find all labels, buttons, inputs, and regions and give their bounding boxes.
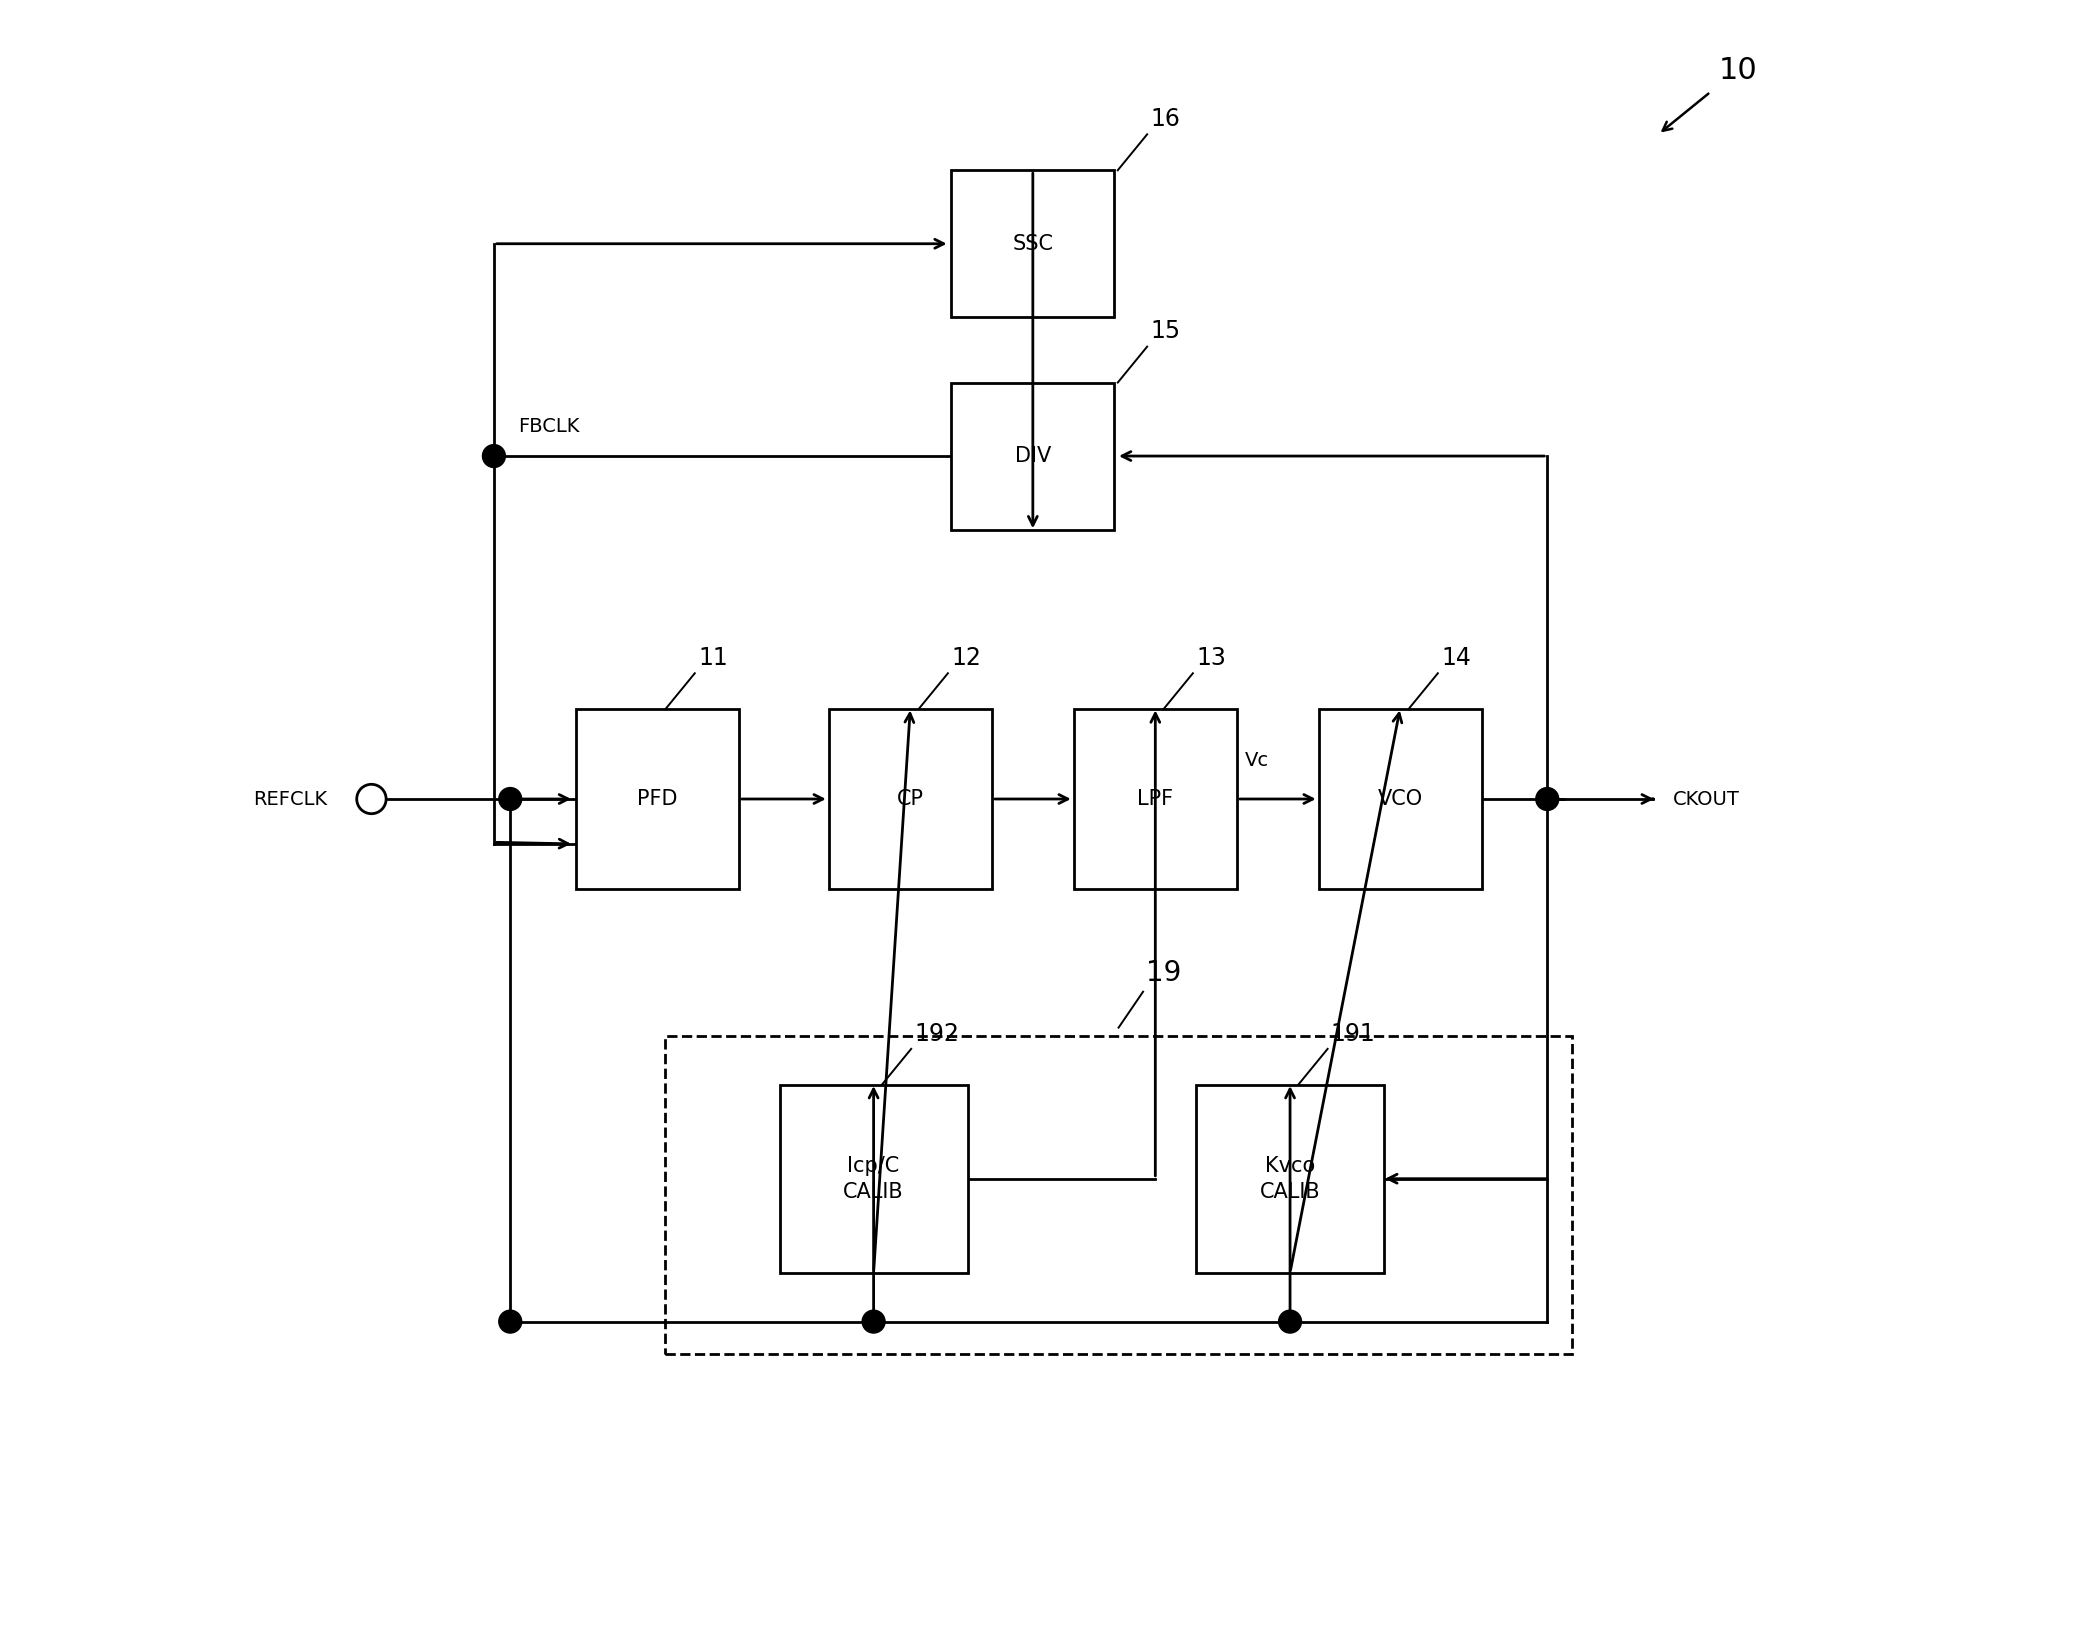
Circle shape bbox=[1278, 1309, 1301, 1332]
Bar bbox=[1074, 710, 1237, 889]
Text: Vc: Vc bbox=[1245, 751, 1270, 769]
Text: PFD: PFD bbox=[637, 789, 677, 809]
Circle shape bbox=[500, 787, 523, 810]
Circle shape bbox=[1537, 787, 1559, 810]
Text: 14: 14 bbox=[1441, 646, 1472, 670]
Text: FBCLK: FBCLK bbox=[518, 417, 579, 436]
Bar bbox=[951, 382, 1114, 530]
Bar bbox=[1197, 1085, 1385, 1273]
Text: Kvco
CALIB: Kvco CALIB bbox=[1260, 1156, 1320, 1202]
Text: 16: 16 bbox=[1151, 107, 1180, 132]
Bar bbox=[779, 1085, 968, 1273]
Text: 12: 12 bbox=[951, 646, 981, 670]
Bar bbox=[1318, 710, 1482, 889]
Text: Icp/C
CALIB: Icp/C CALIB bbox=[843, 1156, 904, 1202]
Text: CP: CP bbox=[897, 789, 924, 809]
Text: 19: 19 bbox=[1147, 959, 1183, 987]
Circle shape bbox=[483, 445, 506, 468]
Circle shape bbox=[862, 1309, 885, 1332]
Bar bbox=[829, 710, 991, 889]
Circle shape bbox=[500, 1309, 523, 1332]
Text: 192: 192 bbox=[914, 1021, 960, 1046]
Bar bbox=[575, 710, 739, 889]
Text: SSC: SSC bbox=[1012, 234, 1053, 254]
Text: DIV: DIV bbox=[1014, 446, 1051, 466]
Text: VCO: VCO bbox=[1378, 789, 1422, 809]
Text: 15: 15 bbox=[1151, 320, 1180, 343]
Text: 13: 13 bbox=[1197, 646, 1226, 670]
Text: 191: 191 bbox=[1330, 1021, 1376, 1046]
Text: CKOUT: CKOUT bbox=[1674, 789, 1741, 809]
Text: REFCLK: REFCLK bbox=[254, 789, 327, 809]
Text: LPF: LPF bbox=[1137, 789, 1174, 809]
Bar bbox=[951, 170, 1114, 318]
Text: 10: 10 bbox=[1720, 56, 1757, 86]
Bar bbox=[666, 1036, 1572, 1354]
Text: 11: 11 bbox=[697, 646, 729, 670]
